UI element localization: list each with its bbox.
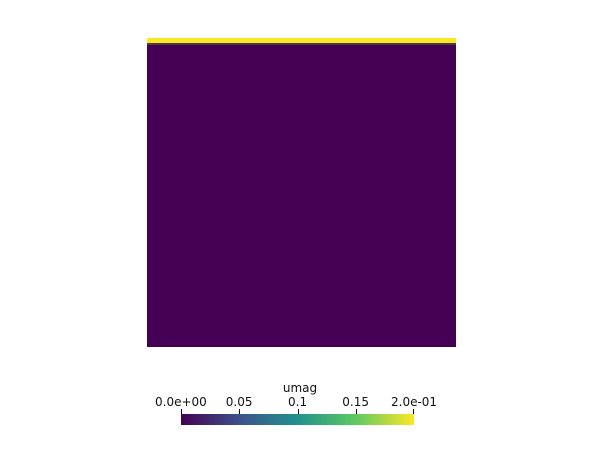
colorbar-tick-label: 0.05	[225, 395, 253, 409]
colorbar-tick-label: 2.0e-01	[391, 395, 438, 409]
colorbar-gradient	[181, 414, 414, 425]
lid-transition-band	[147, 43, 456, 45]
colorbar-tick-mark	[239, 409, 240, 414]
colorbar-tick-mark	[413, 409, 414, 414]
lid-velocity-band	[147, 38, 456, 43]
colorbar-tick-mark	[356, 409, 357, 414]
colorbar-tick-label: 0.1	[288, 395, 308, 409]
velocity-magnitude-field	[147, 38, 456, 347]
colorbar-title: umag	[282, 381, 318, 395]
colorbar	[181, 414, 414, 425]
colorbar-tick-mark	[181, 409, 182, 414]
colorbar-tick-mark	[298, 409, 299, 414]
colorbar-tick-label: 0.0e+00	[155, 395, 207, 409]
colorbar-tick-label: 0.15	[342, 395, 369, 409]
